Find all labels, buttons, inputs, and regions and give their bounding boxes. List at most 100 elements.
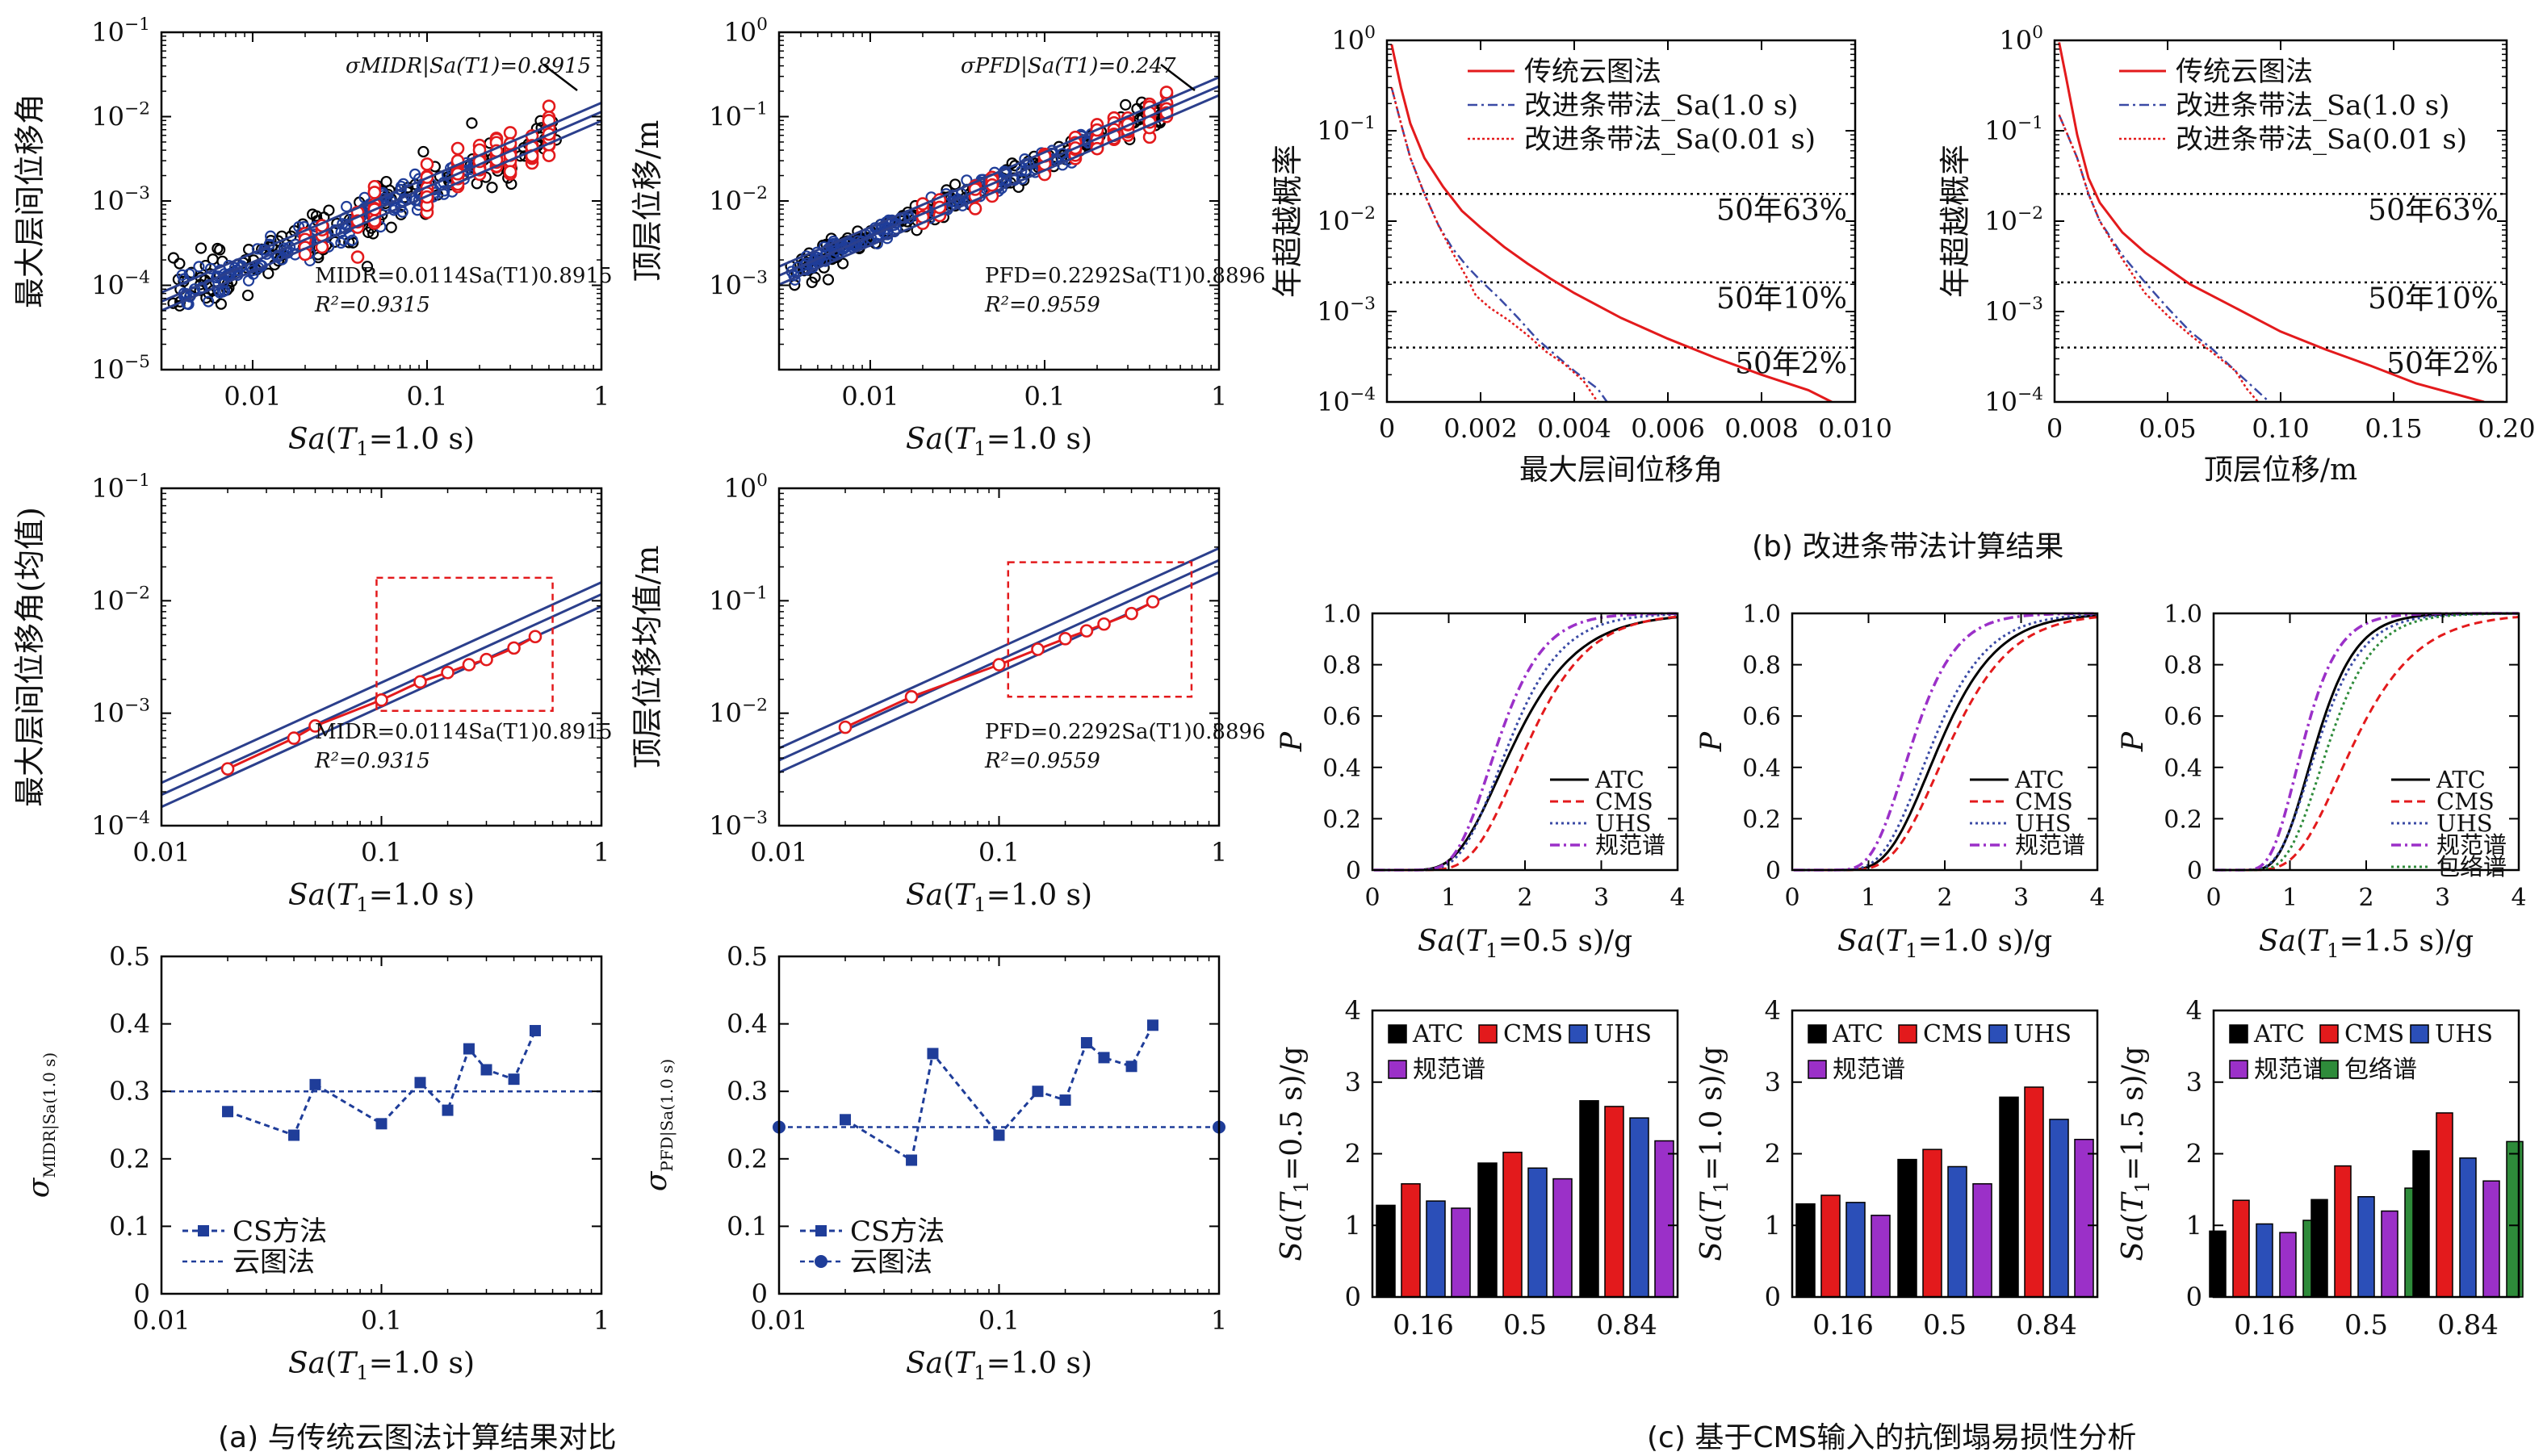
x-tick-label: 0.002 bbox=[1443, 413, 1518, 444]
x-tick-label: 0.01 bbox=[750, 1305, 807, 1336]
data-point-cloud bbox=[193, 261, 205, 273]
chart-c4: 0.16 0.5 0.84 0 1 2 3 4 Sa(T1=0.5 s)/g ATC CMS UHS 规… bbox=[1276, 995, 1679, 1341]
x-tick-label: 0.010 bbox=[1818, 413, 1892, 444]
bar bbox=[1845, 1202, 1866, 1298]
cs-method-marker bbox=[1032, 1086, 1044, 1098]
bar bbox=[2232, 1199, 2250, 1298]
y-axis-label: σMIDR|Sa(1.0 s) bbox=[23, 1052, 60, 1198]
x-tick-label: 3 bbox=[1594, 884, 1609, 912]
legend-swatch bbox=[2410, 1024, 2429, 1044]
x-tick-label: 0.15 bbox=[2365, 413, 2422, 444]
regression-equation: PFD=0.2292Sa(T1)0.8896 bbox=[985, 264, 1266, 288]
y-tick-label: 10−4 bbox=[91, 268, 150, 301]
category-label: 0.5 bbox=[1503, 1309, 1547, 1341]
y-tick-label: 0.5 bbox=[109, 941, 150, 972]
legend-label: UHS bbox=[1594, 1020, 1652, 1048]
data-point-cloud bbox=[278, 242, 291, 254]
legend-label: CMS bbox=[2015, 788, 2073, 815]
y-tick-label: 10−1 bbox=[1317, 113, 1376, 146]
x-tick-label: 4 bbox=[2511, 884, 2526, 912]
data-point-stripe bbox=[968, 202, 982, 215]
cs-method-marker bbox=[529, 1024, 541, 1036]
x-tick-label: 1 bbox=[1441, 884, 1456, 912]
data-point-stripe bbox=[503, 165, 517, 179]
confidence-line bbox=[161, 102, 601, 294]
y-tick-label: 10−4 bbox=[91, 808, 150, 841]
fragility-curve bbox=[1373, 615, 1678, 872]
hazard-level-label: 50年10% bbox=[1716, 282, 1847, 316]
data-point-cloud bbox=[822, 274, 835, 286]
hazard-curve bbox=[1390, 87, 1608, 402]
y-tick-label: 0.4 bbox=[2164, 755, 2202, 783]
y-axis-label: P bbox=[2117, 731, 2150, 752]
data-point-stripe bbox=[1159, 86, 1174, 99]
y-tick-label: 10−3 bbox=[1317, 294, 1376, 327]
fragility-curve bbox=[1793, 613, 2098, 872]
chart-a2: 10−3 10−2 10−1 100 0.01 0.1 1 Sa(T1=1.0 s) 顶层位移/… bbox=[630, 15, 1266, 460]
y-tick-label: 0.4 bbox=[727, 1009, 768, 1040]
cs-method-marker bbox=[1098, 1052, 1110, 1064]
y-tick-label: 10−2 bbox=[709, 183, 768, 216]
x-tick-label: 0 bbox=[1379, 413, 1395, 444]
y-tick-label: 10−2 bbox=[709, 696, 768, 729]
bar bbox=[1897, 1158, 1917, 1298]
category-label: 0.84 bbox=[2437, 1309, 2499, 1341]
legend-label: 改进条带法_Sa(0.01 s) bbox=[2176, 123, 2467, 156]
y-tick-label: 10−3 bbox=[91, 696, 150, 729]
zoom-box bbox=[375, 576, 554, 712]
category-label: 0.16 bbox=[2234, 1309, 2295, 1341]
x-tick-label: 1 bbox=[593, 837, 610, 868]
x-tick-label: 0 bbox=[1784, 884, 1799, 912]
mean-point bbox=[838, 720, 853, 734]
legend-label: 规范谱 bbox=[1595, 831, 1665, 859]
mean-point bbox=[1097, 617, 1111, 631]
bar bbox=[1604, 1106, 1624, 1298]
data-point-cloud bbox=[203, 295, 215, 308]
y-tick-label: 3 bbox=[1765, 1067, 1781, 1098]
legend-label: 规范谱 bbox=[2436, 831, 2507, 859]
y-axis-label: 顶层位移/m bbox=[630, 120, 665, 282]
mean-point bbox=[1146, 595, 1160, 609]
legend-label: 传统云图法 bbox=[1524, 56, 1661, 88]
data-point-cloud bbox=[337, 234, 350, 246]
mean-point bbox=[528, 630, 543, 644]
legend-label: 云图法 bbox=[233, 1246, 315, 1278]
bar bbox=[1401, 1183, 1421, 1298]
legend-label: CMS bbox=[1595, 788, 1653, 815]
bar bbox=[2049, 1119, 2069, 1298]
mean-point bbox=[480, 652, 493, 667]
cs-method-line bbox=[227, 1030, 537, 1137]
data-point-cloud bbox=[358, 191, 371, 203]
bar bbox=[2381, 1210, 2398, 1298]
bar bbox=[2256, 1223, 2273, 1298]
bar bbox=[2506, 1140, 2524, 1298]
x-tick-label: 4 bbox=[2089, 884, 2105, 912]
chart-c1: 0 0.2 0.4 0.6 0.8 1.0 0 1 2 3 4 Sa(T1=0.5 s)/g P ATCC… bbox=[1276, 600, 1686, 962]
mean-point bbox=[992, 658, 1006, 672]
x-tick-label: 0 bbox=[2206, 884, 2221, 912]
x-tick-label: 0.01 bbox=[750, 837, 807, 868]
x-axis-label: Sa(T1=0.5 s)/g bbox=[1418, 925, 1632, 962]
cs-method-marker bbox=[463, 1043, 475, 1055]
x-axis-label: Sa(T1=1.0 s) bbox=[288, 423, 475, 460]
bar bbox=[1820, 1195, 1841, 1298]
data-point-cloud bbox=[395, 201, 407, 213]
legend-swatch bbox=[2319, 1024, 2339, 1044]
mean-point bbox=[287, 731, 301, 745]
y-tick-label: 10−4 bbox=[1984, 384, 2043, 417]
data-point-cloud bbox=[466, 117, 478, 129]
legend-label: 规范谱 bbox=[2254, 1056, 2327, 1084]
y-tick-label: 0 bbox=[1346, 857, 1361, 885]
y-tick-label: 0.8 bbox=[2164, 652, 2202, 680]
y-tick-label: 0 bbox=[1766, 857, 1781, 885]
confidence-line bbox=[779, 76, 1219, 268]
y-tick-label: 0.2 bbox=[1742, 805, 1781, 834]
x-tick-label: 0.1 bbox=[407, 381, 448, 412]
y-tick-label: 0.2 bbox=[1322, 805, 1361, 834]
y-tick-label: 1 bbox=[1765, 1210, 1781, 1241]
category-label: 0.5 bbox=[2344, 1309, 2388, 1341]
y-tick-label: 0.1 bbox=[109, 1211, 150, 1241]
legend-swatch bbox=[1808, 1024, 1827, 1044]
data-point-cloud bbox=[323, 204, 335, 216]
